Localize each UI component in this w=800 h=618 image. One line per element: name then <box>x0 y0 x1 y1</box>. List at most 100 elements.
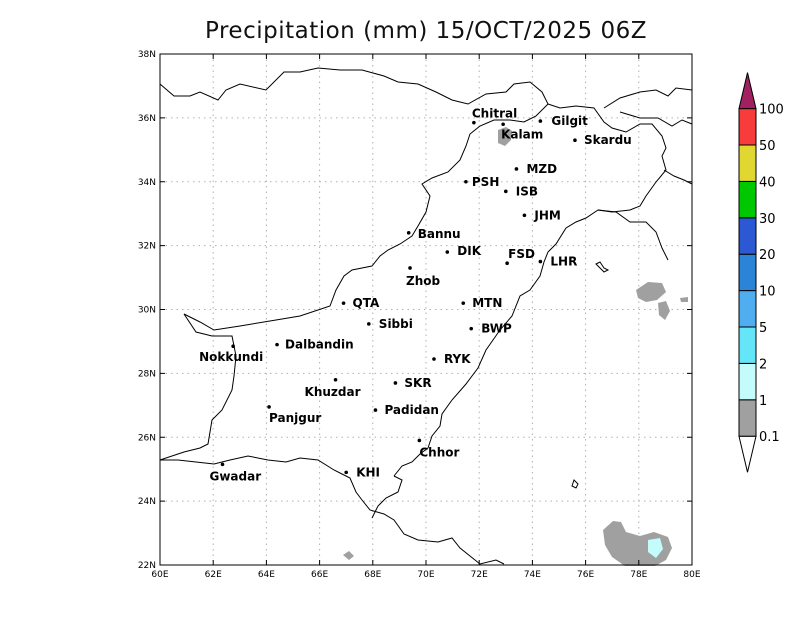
city-khi: KHI <box>344 465 380 479</box>
city-label: Chitral <box>472 107 517 121</box>
lat-tick-label: 34N <box>138 178 156 188</box>
city-dot <box>406 231 411 235</box>
city-dot <box>393 381 398 385</box>
city-gwadar: Gwadar <box>210 462 262 483</box>
colorbar-segment <box>738 399 757 437</box>
city-label: Khuzdar <box>305 385 361 399</box>
city-label: KHI <box>356 465 380 479</box>
city-label: Dalbandin <box>285 338 354 352</box>
city-dot <box>501 122 505 127</box>
city-label: Gwadar <box>210 469 262 483</box>
city-dot <box>522 213 527 218</box>
city-dot <box>538 259 543 264</box>
city-dot <box>464 179 468 184</box>
lon-tick-label: 72E <box>471 570 488 580</box>
city-mtn: MTN <box>461 296 502 310</box>
lon-tick-label: 76E <box>577 570 594 580</box>
lon-tick-label: 80E <box>683 570 700 580</box>
city-lhr: LHR <box>538 255 577 269</box>
city-dalbandin: Dalbandin <box>275 338 354 352</box>
city-qta: QTA <box>341 296 380 310</box>
china-border <box>603 87 693 109</box>
city-markers: Chitral Gilgit Kalam Skardu MZD PSH ISB JHM Bann… <box>199 107 632 484</box>
precip-patch-southeast-light <box>648 538 663 558</box>
city-chitral: Chitral <box>472 107 517 125</box>
lon-tick-label: 70E <box>417 570 434 580</box>
city-dot <box>341 301 346 305</box>
city-zhob: Zhob <box>406 266 441 288</box>
lon-tick-label: 68E <box>364 570 381 580</box>
city-label: MTN <box>472 296 502 310</box>
lat-tick-label: 24N <box>138 497 156 507</box>
axis-ticks: 60E 62E 64E 66E 68E 70E 72E 74E 76E 78E 80E 22N 24N 2… <box>138 50 701 580</box>
colorbar-segment <box>738 108 757 146</box>
city-label: Skardu <box>584 133 632 147</box>
colorbar-label: 50 <box>759 139 776 154</box>
city-label: PSH <box>472 175 499 189</box>
city-dot <box>472 120 476 125</box>
city-dot <box>275 342 279 347</box>
city-gilgit: Gilgit <box>538 114 588 128</box>
city-jhm: JHM <box>522 208 561 222</box>
lon-tick-label: 74E <box>524 570 541 580</box>
city-dot <box>505 261 509 265</box>
city-dot <box>373 408 378 412</box>
city-dik: DIK <box>445 244 482 258</box>
city-kalam: Kalam <box>501 122 543 141</box>
city-psh: PSH <box>464 175 499 189</box>
city-label: JHM <box>533 208 560 222</box>
city-label: LHR <box>550 255 577 269</box>
city-khuzdar: Khuzdar <box>305 377 361 399</box>
city-label: Panjgur <box>269 411 321 425</box>
iran-border <box>159 313 237 461</box>
city-label: Padidan <box>384 403 439 417</box>
city-dot <box>461 301 466 305</box>
city-label: Nokkundi <box>199 350 263 364</box>
city-label: RYK <box>444 352 471 366</box>
city-label: Kalam <box>501 127 543 141</box>
lat-tick-label: 32N <box>138 242 156 252</box>
grid-lines <box>160 54 692 565</box>
precip-patch-east-small <box>658 301 670 320</box>
pakistan-india-border <box>393 103 667 477</box>
afghanistan-border <box>159 67 549 331</box>
city-label: QTA <box>353 296 380 310</box>
colorbar-segment <box>738 180 757 219</box>
colorbar-label: 20 <box>759 248 776 263</box>
city-label: ISB <box>516 184 538 198</box>
colorbar-label: 1 <box>759 394 767 409</box>
colorbar-segment <box>738 217 757 255</box>
city-dot <box>231 344 235 349</box>
colorbar-top-triangle <box>738 72 757 110</box>
colorbar-label: 30 <box>759 212 776 227</box>
precip-patch-small-south <box>343 551 354 560</box>
colorbar-label: 100 <box>759 103 784 118</box>
city-label: DIK <box>457 244 481 258</box>
city-dot <box>445 250 450 254</box>
city-label: Bannu <box>418 227 461 241</box>
coastline <box>160 455 505 565</box>
colorbar-segment <box>738 253 757 292</box>
colorbar-segment <box>738 326 757 364</box>
colorbar-segment <box>738 362 757 401</box>
city-panjgur: Panjgur <box>267 405 321 425</box>
lon-tick-label: 60E <box>151 570 168 580</box>
small-lake <box>595 261 610 273</box>
precip-patch-kalam <box>498 127 512 146</box>
city-dot <box>267 405 271 409</box>
city-isb: ISB <box>504 184 538 198</box>
city-dot <box>417 438 422 443</box>
north-border <box>619 111 693 127</box>
city-label: Sibbi <box>379 317 413 331</box>
city-label: MZD <box>526 162 557 176</box>
country-borders <box>159 67 693 565</box>
city-label: Zhob <box>406 274 440 288</box>
city-dot <box>408 266 412 270</box>
colorbar-label: 10 <box>759 285 776 300</box>
lat-tick-label: 38N <box>138 50 156 60</box>
lon-tick-label: 66E <box>311 570 328 580</box>
map-title: Precipitation (mm) 15/OCT/2025 06Z <box>205 18 647 44</box>
city-dot <box>220 462 225 467</box>
precip-patch-southeast <box>603 521 672 566</box>
